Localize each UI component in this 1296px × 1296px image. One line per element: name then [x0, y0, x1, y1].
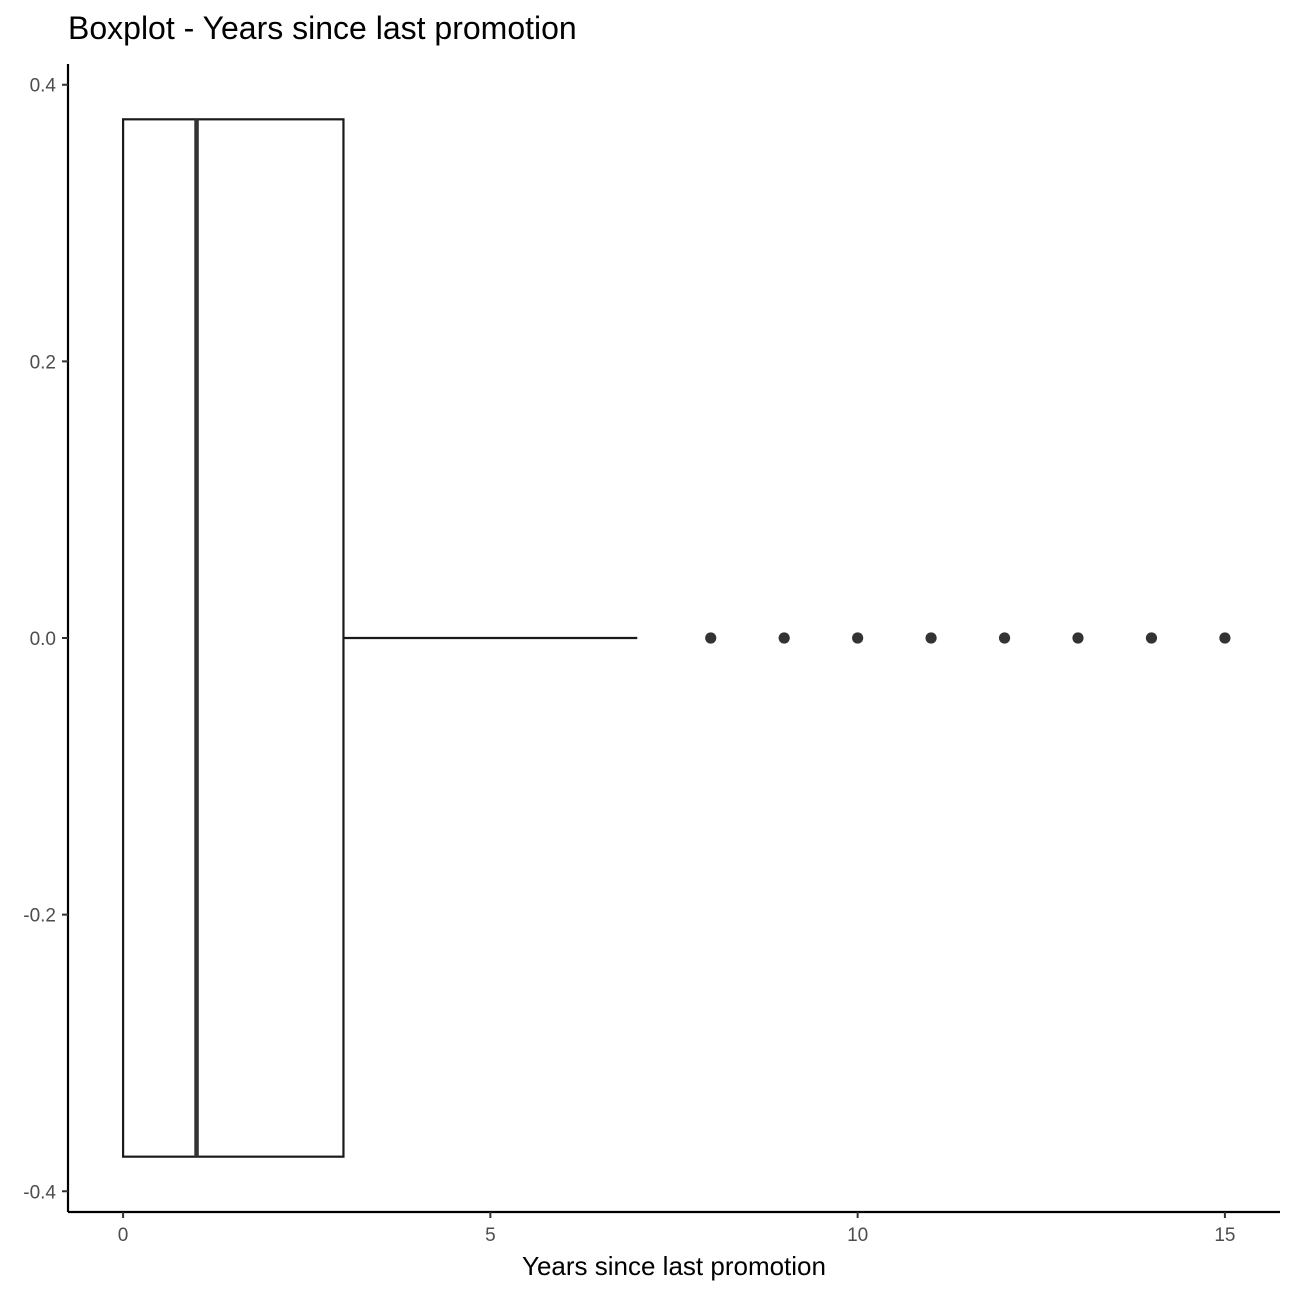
y-tick-label: 0.4 [30, 76, 57, 97]
outlier-point [1072, 632, 1084, 644]
x-tick-label: 15 [1214, 1225, 1235, 1246]
outlier-point [1145, 632, 1158, 644]
outlier-point [1219, 632, 1231, 644]
y-tick-label: -0.4 [23, 1182, 56, 1203]
plot-area [121, 118, 1231, 1158]
x-axis-title: Years since last promotion [522, 1251, 826, 1281]
outlier-point [705, 632, 717, 644]
x-tick-label: 5 [485, 1225, 496, 1246]
axes: 0.4 0.2 0.0 -0.2 -0.4 0 5 10 15 [23, 64, 1280, 1246]
outlier-point [998, 632, 1011, 644]
y-tick-label: 0.0 [30, 629, 56, 650]
iqr-box [121, 118, 345, 1158]
y-tick-label: -0.2 [23, 906, 56, 927]
outlier-point [852, 632, 864, 644]
x-tick-label: 0 [118, 1225, 129, 1246]
y-tick-label: 0.2 [30, 352, 56, 373]
chart-title: Boxplot - Years since last promotion [68, 10, 577, 46]
outlier-point [778, 632, 790, 644]
x-tick-label: 10 [847, 1225, 868, 1246]
outlier-point [925, 632, 937, 644]
